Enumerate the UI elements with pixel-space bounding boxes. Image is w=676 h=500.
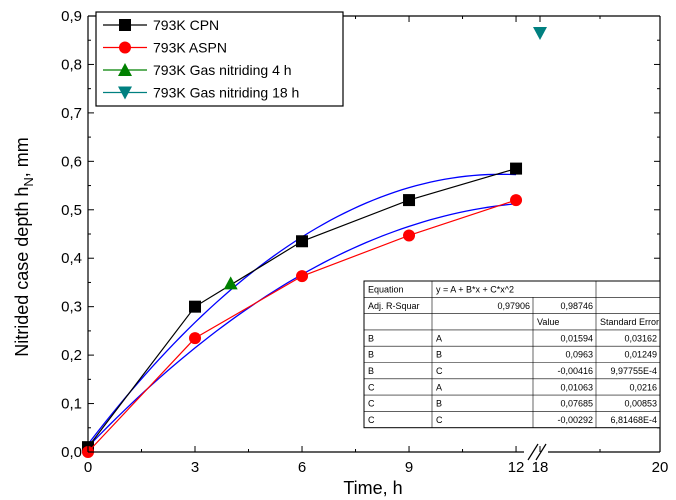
table-header-cell: Value	[537, 317, 559, 327]
y-tick-label: 0,2	[61, 347, 82, 364]
x-tick-label: 20	[652, 459, 669, 476]
table-r2-label: Adj. R-Squar	[368, 301, 420, 311]
x-tick-label: 12	[508, 459, 525, 476]
legend: 793K CPN 793K ASPN 793K Gas nitriding 4 h 7…	[95, 11, 344, 107]
table-cell: C	[436, 415, 443, 425]
table-cell: 0,01249	[624, 350, 657, 360]
y-tick-label: 0,1	[61, 396, 82, 413]
series-4	[533, 26, 547, 40]
legend-label: 793K Gas nitriding 18 h	[153, 85, 299, 101]
legend-label: 793K Gas nitriding 4 h	[153, 62, 292, 78]
table-cell: C	[368, 415, 375, 425]
table-cell: B	[368, 350, 374, 360]
x-tick-label: 18	[532, 459, 549, 476]
table-cell: A	[436, 333, 442, 343]
table-header-cell: Standard Error	[600, 317, 659, 327]
x-tick-label: 6	[298, 459, 306, 476]
legend-marker	[118, 86, 132, 100]
x-tick-label: 9	[405, 459, 413, 476]
x-tick-label: 3	[191, 459, 199, 476]
table-cell: 0,00853	[624, 399, 657, 409]
table-r2-value: 0,97906	[497, 301, 530, 311]
table-equation: y = A + B*x + C*x^2	[436, 285, 514, 295]
table-cell: -0,00416	[557, 366, 593, 376]
table-frame	[363, 280, 661, 429]
table-cell: C	[368, 399, 375, 409]
y-axis-title: Nitrided case depth hN, mm	[12, 137, 36, 357]
legend-entry: 793K ASPN	[103, 40, 227, 56]
legend-entry: 793K Gas nitriding 4 h	[103, 62, 292, 78]
data-point	[296, 235, 309, 248]
fit-parameter-table: Equation y = A + B*x + C*x^2 Adj. R-Squar 0…	[363, 280, 661, 429]
data-point	[189, 332, 202, 345]
data-point	[533, 26, 547, 40]
axis-break-mark	[535, 443, 547, 461]
table-equation-label: Equation	[368, 285, 404, 295]
data-point	[510, 194, 523, 207]
table-cell: -0,00292	[557, 415, 593, 425]
data-point	[403, 194, 416, 207]
data-point	[403, 229, 416, 242]
table-cell: A	[436, 382, 442, 392]
data-point	[510, 162, 523, 175]
table-cell: 0,0216	[629, 382, 657, 392]
axis-break-mark	[527, 443, 539, 461]
table-cell: C	[436, 366, 443, 376]
legend-label: 793K CPN	[153, 17, 219, 33]
table-cell: 0,03162	[624, 333, 657, 343]
data-point	[296, 270, 309, 283]
table-cell: C	[368, 382, 375, 392]
table-cell: 9,97755E-4	[610, 366, 657, 376]
x-axis-title: Time, h	[343, 478, 402, 498]
data-point	[223, 276, 238, 290]
data-point	[189, 300, 202, 313]
y-tick-label: 0,8	[61, 56, 82, 73]
y-tick-label: 0,3	[61, 299, 82, 316]
table-cell: 6,81468E-4	[610, 415, 657, 425]
table-cell: 0,0963	[565, 350, 593, 360]
y-tick-label: 0,0	[61, 444, 82, 461]
y-tick-label: 0,9	[61, 8, 82, 25]
x-tick-label: 0	[84, 459, 92, 476]
legend-marker	[119, 19, 131, 31]
table-cell: B	[436, 399, 442, 409]
legend-marker	[118, 63, 132, 76]
legend-label: 793K ASPN	[153, 40, 227, 56]
table-r2-value: 0,98746	[560, 301, 593, 311]
legend-entry: 793K CPN	[103, 17, 219, 33]
y-tick-label: 0,4	[61, 250, 82, 267]
y-tick-label: 0,5	[61, 202, 82, 219]
table-cell: B	[368, 366, 374, 376]
series-3	[223, 276, 238, 290]
y-tick-label: 0,7	[61, 105, 82, 122]
table-cell: B	[436, 350, 442, 360]
legend-box	[95, 11, 344, 107]
table-cell: 0,07685	[560, 399, 593, 409]
y-tick-label: 0,6	[61, 153, 82, 170]
table-cell: B	[368, 333, 374, 343]
legend-marker	[119, 41, 131, 54]
legend-entry: 793K Gas nitriding 18 h	[103, 85, 299, 101]
table-cell: 0,01063	[560, 382, 593, 392]
table-cell: 0,01594	[560, 333, 593, 343]
